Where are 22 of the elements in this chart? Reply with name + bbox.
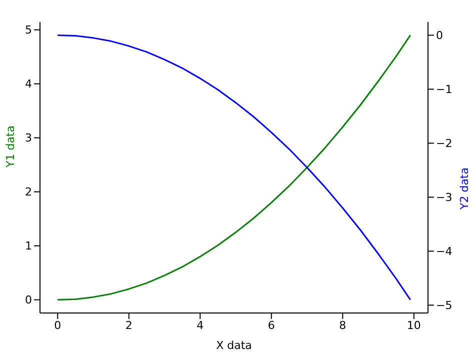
y2-tick-label: −5 bbox=[436, 299, 452, 312]
x-tick-label: 10 bbox=[406, 318, 421, 332]
y-tick-label: 4 bbox=[25, 78, 32, 91]
x-tick-label: 2 bbox=[125, 318, 132, 332]
x-tick-label: 4 bbox=[196, 318, 204, 332]
y2-tick-label: −2 bbox=[436, 137, 452, 150]
x-tick-label: 6 bbox=[268, 318, 275, 332]
y2-tick-label: −4 bbox=[436, 245, 452, 258]
y-tick-label: 5 bbox=[25, 24, 32, 37]
y2-tick-label: −3 bbox=[436, 191, 452, 204]
y2-axis-title: Y2 data bbox=[458, 168, 471, 210]
x-axis-title: X data bbox=[216, 339, 252, 352]
x-tick-label: 0 bbox=[54, 318, 62, 332]
y-tick-label: 3 bbox=[25, 132, 32, 145]
y2-tick-label: 0 bbox=[436, 29, 443, 42]
line-series bbox=[56, 34, 412, 301]
y-axis-title: Y1 data bbox=[4, 126, 17, 168]
y-tick-label: 0 bbox=[25, 294, 32, 307]
y2-tick-label: −1 bbox=[436, 83, 452, 96]
y-tick-label: 1 bbox=[25, 240, 32, 253]
x-tick-label: 8 bbox=[339, 318, 346, 332]
y-tick-label: 2 bbox=[25, 186, 32, 199]
